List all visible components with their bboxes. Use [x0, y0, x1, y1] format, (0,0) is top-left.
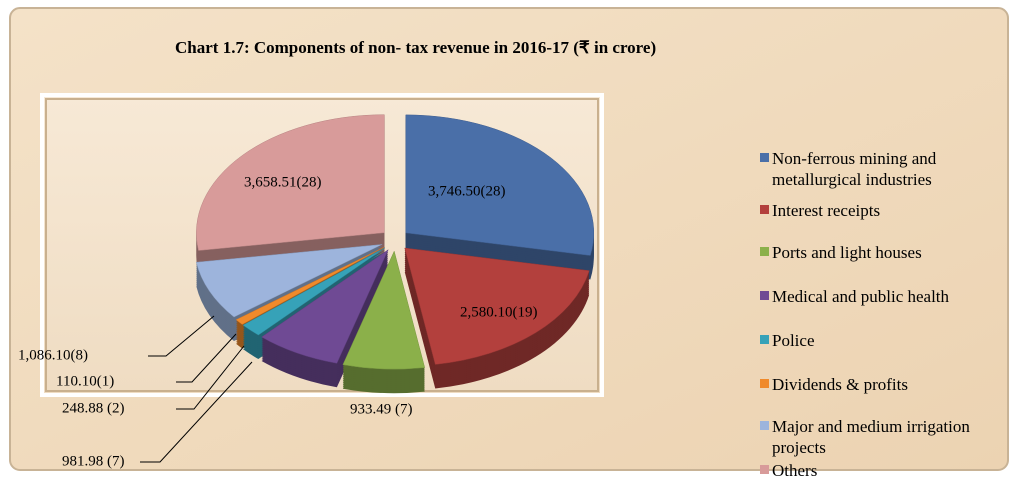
data-label: 110.10(1)	[56, 373, 114, 389]
slice	[404, 247, 590, 365]
legend-label: Police	[772, 331, 815, 350]
slice	[196, 114, 385, 251]
leader-line	[176, 345, 245, 410]
legend-item: Non-ferrous mining and metallurgical ind…	[760, 148, 1015, 190]
legend-item: Interest receipts	[760, 200, 1015, 221]
leader-line	[140, 361, 253, 463]
legend-swatch	[760, 465, 769, 474]
legend-label: Dividends & profits	[772, 375, 908, 394]
data-label: 981.98 (7)	[62, 453, 125, 469]
legend-swatch	[760, 335, 769, 344]
slice	[405, 114, 595, 256]
legend-label: Major and medium irrigation projects	[772, 417, 970, 457]
legend-swatch	[760, 153, 769, 162]
plot-bevel	[45, 98, 599, 392]
data-label: 3,746.50(28)	[428, 183, 506, 199]
legend-label: Interest receipts	[772, 201, 881, 220]
legend-label: Ports and light houses	[772, 243, 922, 262]
legend-label: Medical and public health	[772, 287, 950, 306]
data-label: 2,580.10(19)	[460, 304, 538, 320]
legend-item: Medical and public health	[760, 286, 1015, 307]
slice	[261, 249, 389, 364]
legend-swatch	[760, 421, 769, 430]
chart-title: Chart 1.7: Components of non- tax revenu…	[175, 38, 656, 57]
legend-label: Non-ferrous mining and metallurgical ind…	[772, 149, 937, 189]
slice	[235, 246, 385, 325]
leader-line	[176, 333, 237, 383]
slice	[195, 244, 383, 318]
data-label: 248.88 (2)	[62, 400, 125, 416]
legend-item: Others	[760, 460, 1015, 481]
data-label: 3,658.51(28)	[244, 174, 322, 190]
legend-item: Major and medium irrigation projects	[760, 416, 1015, 458]
data-label: 933.49 (7)	[350, 401, 413, 417]
slice	[342, 250, 426, 370]
legend-item: Ports and light houses	[760, 242, 1015, 263]
legend-swatch	[760, 205, 769, 214]
leader-line	[148, 315, 215, 357]
legend-swatch	[760, 379, 769, 388]
legend-swatch	[760, 291, 769, 300]
legend-label: Others	[772, 461, 818, 480]
legend-swatch	[760, 247, 769, 256]
data-label: 1,086.10(8)	[18, 347, 88, 363]
slice	[242, 247, 386, 336]
legend-item: Dividends & profits	[760, 374, 1015, 395]
legend-item: Police	[760, 330, 1015, 351]
